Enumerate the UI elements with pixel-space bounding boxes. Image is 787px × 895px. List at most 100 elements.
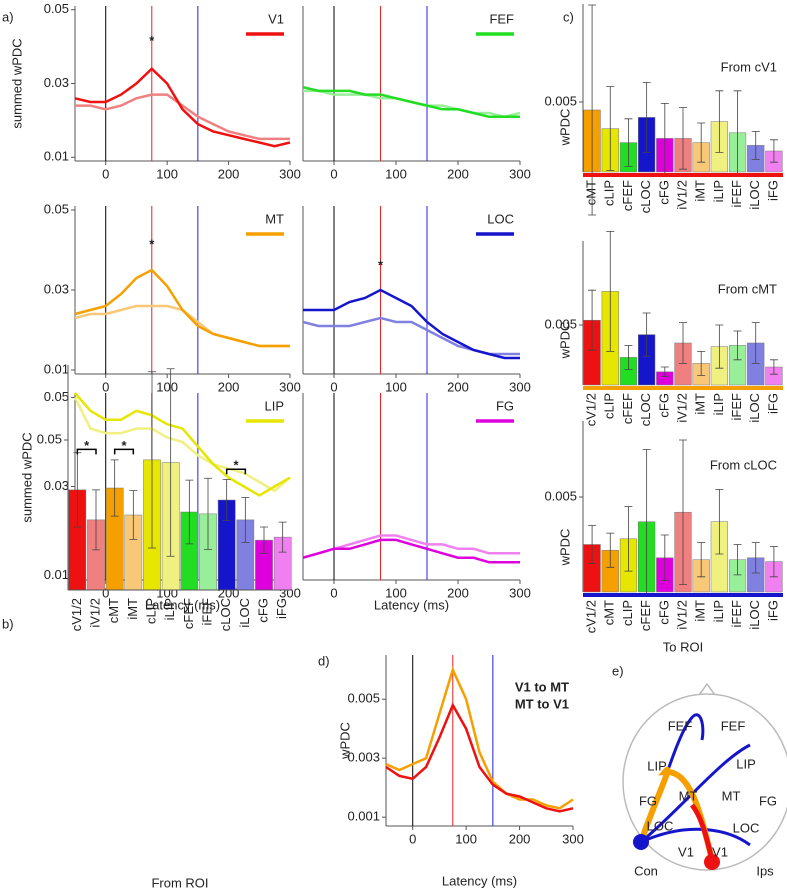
x-tick-label: cLIP <box>602 393 617 419</box>
series-line <box>302 534 520 559</box>
x-tick-label: 0 <box>330 166 337 181</box>
significance-mark: * <box>233 458 239 473</box>
x-tick-label: cFG <box>656 393 671 418</box>
x-tick-label: iV1/2 <box>674 600 689 630</box>
series-line <box>74 304 290 348</box>
series-line <box>302 85 520 118</box>
y-tick-label: 0.01 <box>44 361 69 376</box>
legend-entry: V1 to MT <box>515 679 569 694</box>
y-axis-label: wPDC <box>557 109 572 147</box>
error-bar <box>697 122 706 163</box>
x-tick-label: cFEF <box>620 393 635 424</box>
x-tick-label: cLIP <box>620 600 635 626</box>
region-label: FEF <box>668 718 693 733</box>
x-tick-label: 0 <box>330 585 337 600</box>
x-tick-label: 300 <box>279 379 301 394</box>
head-diagram <box>622 682 787 871</box>
error-bar <box>129 490 138 540</box>
panel-label: d) <box>318 653 330 668</box>
error-bar <box>278 521 287 553</box>
x-tick-label: cFEF <box>181 598 196 629</box>
region-label: LIP <box>736 756 756 771</box>
panel-title: FEF <box>489 11 514 26</box>
region-label: V1 <box>712 844 728 859</box>
error-bar <box>241 496 250 543</box>
series-line <box>303 89 521 118</box>
y-tick-label: 0.05 <box>37 431 62 446</box>
x-tick-label: iMT <box>125 598 140 620</box>
y-axis-label: summed wPDC <box>19 432 34 522</box>
error-bar <box>715 489 724 555</box>
x-tick-label: iFG <box>765 393 780 414</box>
nose <box>698 682 716 696</box>
panel-title: LIP <box>264 398 284 413</box>
x-tick-label: cV1/2 <box>69 598 84 631</box>
x-tick-label: iLIP <box>162 598 177 620</box>
x-tick-label: 300 <box>509 166 531 181</box>
x-tick-label: 0 <box>409 831 416 846</box>
significance-mark: * <box>121 438 127 453</box>
x-tick-label: cLOC <box>218 598 233 631</box>
significance-bracket <box>225 468 247 475</box>
series-line <box>73 396 291 493</box>
error-bar <box>260 526 268 554</box>
x-tick-label: iLOC <box>747 393 762 423</box>
y-tick-label: 0.05 <box>44 201 69 216</box>
x-tick-label: iMT <box>693 393 708 415</box>
y-tick-label: 0.03 <box>44 281 69 296</box>
region-label: Con <box>634 863 658 878</box>
x-tick-label: iFG <box>274 598 289 619</box>
significance-bracket <box>76 448 97 455</box>
error-bar <box>769 139 778 163</box>
significance-bracket <box>113 448 135 455</box>
panel-title: From cMT <box>718 281 777 296</box>
x-tick-label: cMT <box>602 600 617 625</box>
y-axis-label: wPDC <box>337 722 352 760</box>
head-outline <box>622 693 787 871</box>
y-tick-label: 0.003 <box>347 750 380 765</box>
error-bar <box>715 90 724 153</box>
y-axis-label: wPDC <box>557 322 572 360</box>
region-label: LOC <box>647 818 674 833</box>
x-tick-label: iLOC <box>747 180 762 210</box>
y-tick-label: 0.005 <box>544 93 577 108</box>
region-label: MT <box>679 788 698 803</box>
x-tick-label: cFG <box>656 600 671 625</box>
x-tick-label: iFG <box>765 600 780 621</box>
series-line <box>75 93 290 141</box>
x-tick-label: cFEF <box>638 600 653 631</box>
error-bar <box>606 86 615 171</box>
error-bar <box>588 289 597 351</box>
y-tick-label: 0.005 <box>347 691 380 706</box>
x-tick-label: iMT <box>693 600 708 622</box>
x-tick-label: iFEF <box>199 598 214 626</box>
error-bar <box>624 345 633 370</box>
x-tick-label: iV1/2 <box>674 393 689 423</box>
region-label: LOC <box>733 820 760 835</box>
significance-mark: * <box>149 33 155 48</box>
x-tick-label: cFG <box>255 598 270 623</box>
y-axis-label: wPDC <box>557 529 572 567</box>
x-tick-label: iV1/2 <box>674 180 689 210</box>
x-tick-label: 100 <box>455 831 477 846</box>
x-tick-label: 100 <box>156 379 178 394</box>
x-tick-label: 200 <box>447 379 469 394</box>
error-bar <box>92 489 100 551</box>
x-tick-label: 200 <box>218 166 240 181</box>
x-tick-label: iFEF <box>729 393 744 421</box>
x-tick-label: cFG <box>656 180 671 205</box>
series-line <box>303 288 520 360</box>
panel-title: FG <box>496 398 514 413</box>
error-bar <box>148 371 156 549</box>
error-bar <box>679 107 687 170</box>
x-axis-label: Latency (ms) <box>145 597 220 612</box>
error-bar <box>204 477 212 550</box>
x-tick-label: cV1/2 <box>584 600 599 633</box>
error-bar <box>733 330 742 361</box>
connection <box>689 803 715 861</box>
y-tick-label: 0.01 <box>44 567 69 582</box>
y-tick-label: 0.005 <box>544 488 577 503</box>
x-tick-label: 0 <box>330 379 337 394</box>
y-tick-label: 0.05 <box>44 1 69 16</box>
x-tick-label: cFEF <box>620 180 635 211</box>
